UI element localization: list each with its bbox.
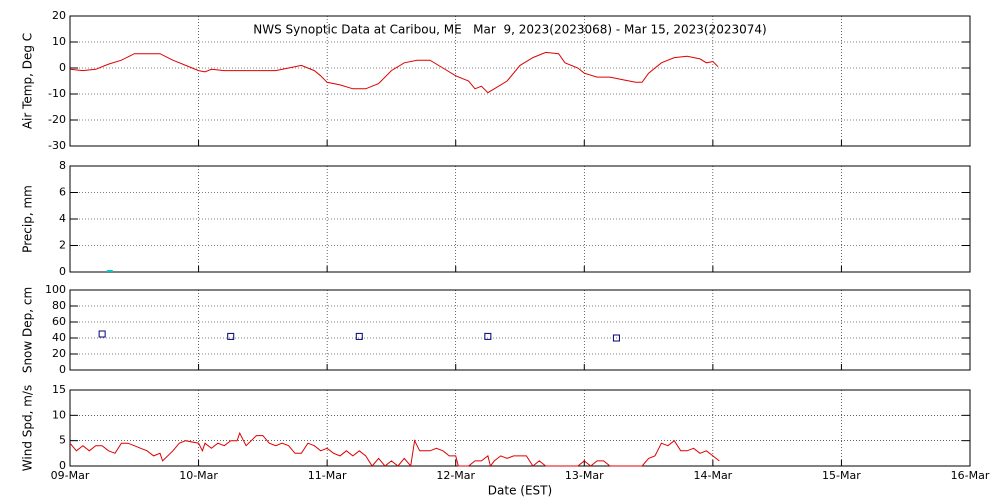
data-point <box>484 332 492 340</box>
x-tick-label: 13-Mar <box>565 469 604 482</box>
y-axis-label: Air Temp, Deg C <box>21 33 35 129</box>
y-tick-label: 0 <box>59 459 66 472</box>
y-tick-label: -20 <box>48 113 66 126</box>
plot-frame <box>69 165 971 273</box>
data-point <box>98 330 106 338</box>
y-tick-label: 20 <box>52 9 66 22</box>
y-tick-label: -30 <box>48 139 66 152</box>
x-tick-label: 09-Mar <box>51 469 90 482</box>
y-tick-label: 20 <box>52 347 66 360</box>
y-tick-label: 10 <box>52 408 66 421</box>
y-axis-label: Precip, mm <box>21 185 35 253</box>
x-tick-label: 11-Mar <box>308 469 347 482</box>
y-tick-label: 0 <box>59 265 66 278</box>
data-point <box>355 332 363 340</box>
y-tick-label: 40 <box>52 331 66 344</box>
data-line <box>69 51 719 94</box>
y-tick-label: 5 <box>59 434 66 447</box>
y-tick-label: 6 <box>59 186 66 199</box>
x-tick-label: 16-Mar <box>951 469 990 482</box>
plot-frame <box>69 389 971 467</box>
y-tick-label: 4 <box>59 212 66 225</box>
y-tick-label: 2 <box>59 239 66 252</box>
y-axis-label: Snow Dep, cm <box>21 287 35 373</box>
x-tick-label: 10-Mar <box>179 469 218 482</box>
data-line <box>69 431 720 468</box>
y-tick-label: 60 <box>52 315 66 328</box>
y-tick-label: 100 <box>45 283 66 296</box>
y-tick-label: 8 <box>59 159 66 172</box>
y-tick-label: 0 <box>59 61 66 74</box>
chart-title: NWS Synoptic Data at Caribou, ME Mar 9, … <box>253 23 766 37</box>
y-tick-label: 15 <box>52 383 66 396</box>
y-axis-label: Wind Spd, m/s <box>21 385 35 471</box>
y-tick-label: -10 <box>48 87 66 100</box>
data-point <box>227 332 235 340</box>
y-tick-label: 0 <box>59 363 66 376</box>
x-tick-label: 12-Mar <box>436 469 475 482</box>
plot-frame <box>69 15 971 147</box>
y-tick-label: 10 <box>52 35 66 48</box>
x-axis-label: Date (EST) <box>488 484 552 498</box>
plot-frame <box>69 289 971 371</box>
x-tick-label: 15-Mar <box>822 469 861 482</box>
data-point <box>612 334 620 342</box>
y-tick-label: 80 <box>52 299 66 312</box>
x-tick-label: 14-Mar <box>693 469 732 482</box>
